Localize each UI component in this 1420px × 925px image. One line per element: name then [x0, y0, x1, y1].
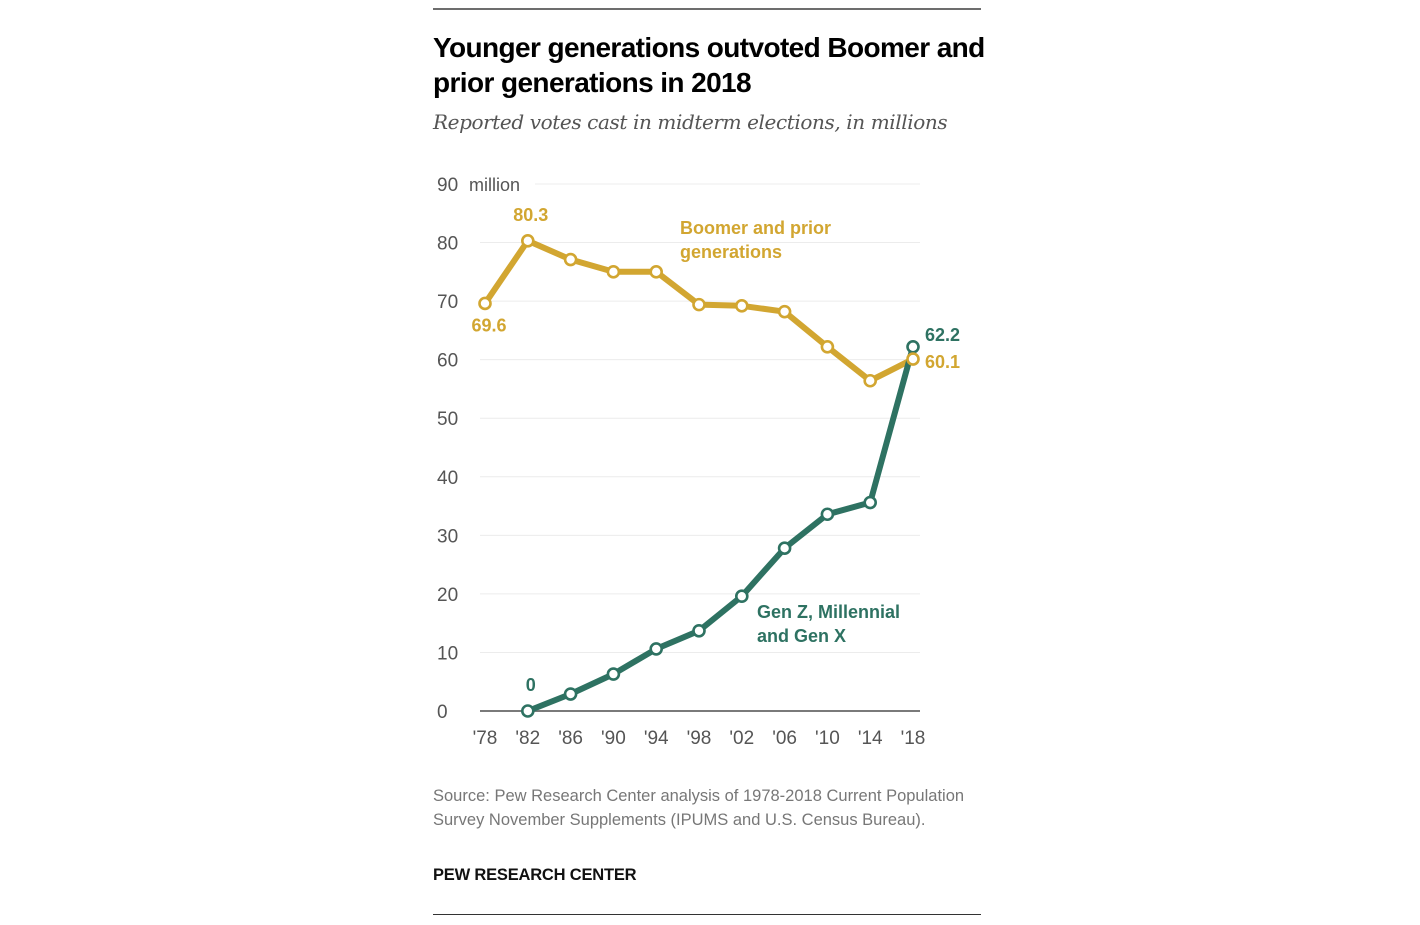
data-point: [863, 495, 878, 510]
data-point: [563, 252, 578, 267]
x-tick-label: '94: [644, 728, 669, 749]
data-point: [734, 589, 749, 604]
series-label: and Gen X: [757, 626, 846, 646]
y-tick-label: 60: [437, 351, 458, 372]
series-label: Boomer and prior: [680, 218, 831, 238]
y-unit-label: million: [469, 175, 520, 195]
data-point: [906, 339, 920, 354]
y-tick-label: 10: [437, 643, 458, 664]
y-axis-ticks: 0 10 20 30 40 50 60 70 80 90 million: [437, 175, 520, 723]
series-label: generations: [680, 242, 782, 262]
x-tick-label: '02: [729, 728, 754, 749]
data-point: [520, 704, 535, 718]
data-point: [563, 687, 578, 701]
source-note: Source: Pew Research Center analysis of …: [433, 787, 965, 829]
data-point: [606, 667, 621, 681]
chart-title: Younger generations outvoted Boomer and …: [433, 32, 985, 98]
data-label: 69.6: [471, 315, 506, 335]
data-point: [863, 373, 878, 388]
y-tick-label: 40: [437, 468, 458, 489]
y-tick-label: 70: [437, 292, 458, 313]
data-point: [649, 642, 664, 656]
y-tick-label: 50: [437, 409, 458, 430]
x-axis-ticks: '78 '82 '86 '90 '94 '98 '02 '06 '10 '14 '18: [473, 728, 926, 749]
data-label: 62.2: [925, 325, 960, 345]
x-tick-label: '82: [515, 728, 540, 749]
x-tick-label: '78: [473, 728, 498, 749]
x-tick-label: '98: [687, 728, 712, 749]
x-tick-label: '18: [901, 728, 926, 749]
gridlines: [480, 183, 920, 712]
data-point: [649, 265, 664, 279]
data-label: 60.1: [925, 352, 960, 372]
data-point: [820, 507, 835, 522]
x-tick-label: '14: [858, 728, 883, 749]
data-point: [606, 265, 621, 279]
data-point: [820, 339, 835, 354]
data-point: [906, 352, 920, 366]
x-tick-label: '90: [601, 728, 626, 749]
y-tick-label: 90: [437, 175, 458, 196]
data-point: [734, 298, 749, 313]
data-point: [777, 541, 792, 556]
top-rule: [433, 8, 981, 10]
chart-subtitle: Reported votes cast in midterm elections…: [433, 110, 948, 134]
x-tick-label: '86: [558, 728, 583, 749]
data-labels: 69.6 80.3 60.1 0 62.2: [471, 205, 960, 695]
series-label: Gen Z, Millennial: [757, 602, 900, 622]
data-point: [478, 296, 492, 311]
data-point: [520, 233, 535, 248]
x-tick-label: '06: [772, 728, 797, 749]
bottom-rule: [433, 914, 981, 915]
series-line-1: [524, 343, 916, 714]
x-tick-label: '10: [815, 728, 840, 749]
y-tick-label: 0: [437, 702, 448, 723]
organization-credit: PEW RESEARCH CENTER: [433, 866, 637, 884]
data-label: 80.3: [513, 205, 548, 225]
data-point: [777, 304, 792, 319]
y-tick-label: 80: [437, 234, 458, 255]
y-tick-label: 30: [437, 526, 458, 547]
series-legend-labels: Boomer and prior generations Gen Z, Millen…: [680, 218, 900, 646]
data-point: [692, 623, 706, 638]
series-points: [478, 233, 920, 718]
data-label: 0: [526, 675, 536, 695]
y-tick-label: 20: [437, 585, 458, 606]
data-point: [692, 297, 706, 312]
